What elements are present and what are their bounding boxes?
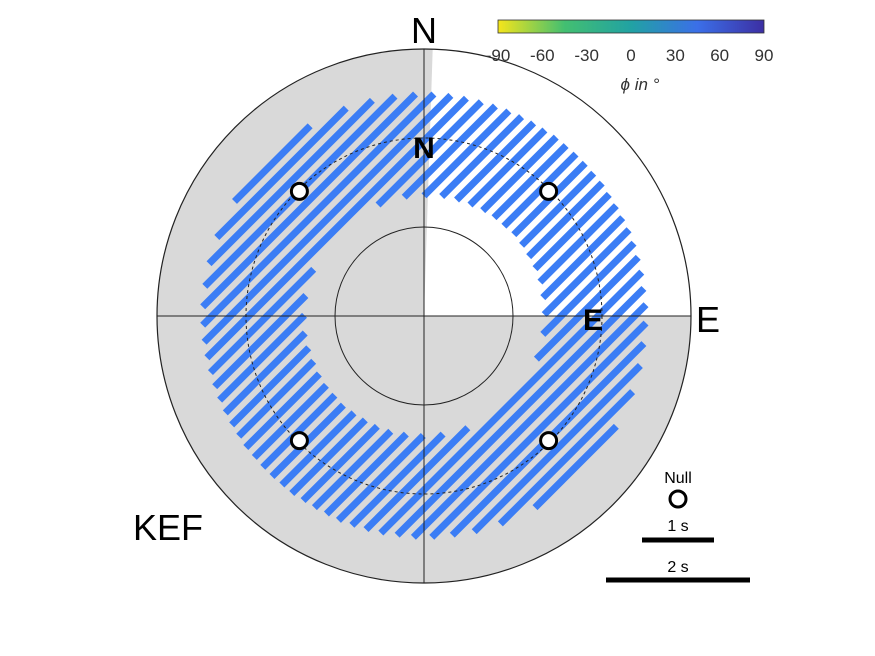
colorbar-label: ϕ in ° [621, 75, 660, 94]
measurement-bar [251, 382, 329, 460]
measurement-bar [421, 108, 512, 199]
measurement-bar [300, 423, 380, 504]
measurement-bar [243, 371, 322, 450]
measurement-bar [375, 99, 484, 208]
null-markers [289, 181, 559, 451]
measurement-bar [201, 92, 454, 345]
measurement-bar [532, 191, 612, 272]
measurement-bar [200, 91, 437, 328]
measurement-bar [363, 425, 471, 533]
measurement-bar [236, 358, 317, 439]
measurement-bar [311, 428, 394, 511]
measurement-bar [540, 215, 626, 301]
measurement-bar [540, 240, 637, 337]
measurement-bar [335, 433, 426, 523]
measurement-bar [471, 363, 643, 535]
measurement-bar [200, 91, 418, 310]
colorbar-tick-label: 30 [666, 46, 685, 65]
measurement-bar [323, 431, 409, 517]
measurement-bars [200, 91, 649, 540]
colorbar-tick-label: -90 [486, 46, 511, 65]
measurement-bar [429, 320, 649, 540]
measurement-bar [222, 330, 308, 416]
measurement-bar [204, 95, 469, 361]
null-legend-marker [668, 489, 688, 509]
colorbar-tick-label: 60 [710, 46, 729, 65]
legend: Null 1 s 2 s [606, 470, 750, 583]
measurement-bar [349, 431, 446, 528]
colorbar-tick-label: 90 [755, 46, 774, 65]
null-marker [539, 181, 559, 201]
null-legend-label: Null [664, 470, 692, 487]
measurement-bar [410, 302, 649, 540]
measurement-bar [217, 312, 307, 403]
colorbar-gradient [497, 19, 765, 34]
measurement-bar [526, 180, 605, 260]
measurement-bar [454, 120, 537, 203]
measurement-bar [533, 254, 641, 362]
inner-east-label: E [583, 304, 603, 337]
measurement-bar [207, 266, 317, 376]
measurement-bar [232, 123, 313, 204]
measurement-bar [401, 103, 498, 200]
colorbar: -90 -60 -30 0 30 60 90 ϕ in ° [486, 19, 774, 94]
colorbar-tick-label: -60 [530, 46, 555, 65]
scale-2s-label: 2 s [667, 559, 688, 576]
measurement-bar [289, 417, 368, 496]
measurement-bar [206, 97, 375, 267]
measurement-bar [519, 170, 597, 248]
scale-1s-label: 1 s [667, 518, 688, 535]
colorbar-tick-label: 0 [626, 46, 635, 65]
null-marker [289, 431, 309, 451]
measurement-bar [480, 134, 559, 214]
measurement-bar [212, 293, 309, 390]
measurement-bar [439, 114, 525, 199]
north-label: N [411, 10, 437, 51]
measurement-bar [467, 127, 548, 208]
measurement-bar [214, 105, 349, 240]
measurement-bar [497, 389, 636, 527]
measurement-bar [532, 423, 619, 511]
inner-north-label: N [413, 132, 435, 165]
measurement-bar [541, 227, 632, 318]
measurement-bar [537, 203, 619, 285]
measurement-bar [279, 410, 357, 488]
null-marker [289, 181, 309, 201]
measurement-bar [229, 345, 312, 428]
east-label: E [696, 299, 720, 340]
measurement-bar [491, 143, 569, 221]
null-marker [539, 431, 559, 451]
colorbar-tick-label: -30 [574, 46, 599, 65]
station-label: KEF [133, 507, 203, 548]
measurement-bar [394, 285, 647, 538]
